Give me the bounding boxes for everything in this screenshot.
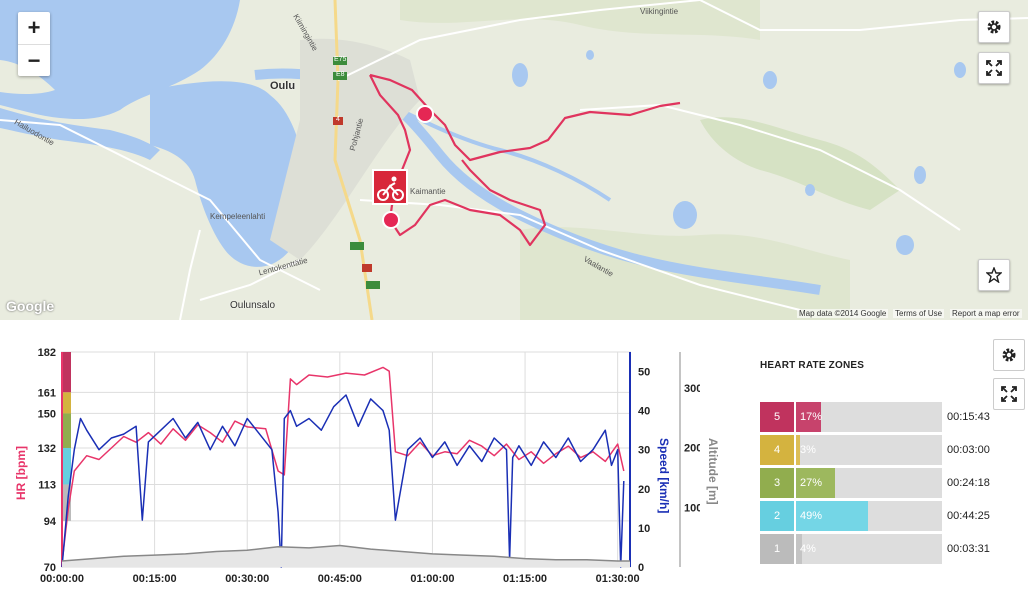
zone-number: 4 bbox=[760, 435, 794, 465]
hr-zone-band bbox=[62, 447, 71, 485]
gear-icon bbox=[987, 20, 1001, 34]
zone-bar-track: 27% bbox=[796, 468, 942, 498]
speed-axis-title: Speed [km/h] bbox=[657, 438, 671, 514]
zone-row: 4 3% 00:03:00 bbox=[760, 435, 1028, 465]
road-shield: E8 bbox=[336, 71, 345, 78]
x-tick-label: 01:15:00 bbox=[503, 573, 547, 585]
zoom-out-button[interactable]: − bbox=[18, 44, 50, 77]
zone-bar-track: 4% bbox=[796, 534, 942, 564]
zone-bar-track: 17% bbox=[796, 402, 942, 432]
speed-tick-label: 10 bbox=[638, 523, 650, 535]
town-label: Oulunsalo bbox=[230, 300, 276, 311]
hr-tick-label: 132 bbox=[38, 443, 56, 455]
speed-tick-label: 0 bbox=[638, 562, 644, 574]
heart-rate-zones-panel: HEART RATE ZONES 5 17% 00:15:43 4 3% 00:03:00… bbox=[760, 360, 1028, 591]
zone-bar-fill bbox=[796, 435, 801, 465]
zone-bar-fill bbox=[796, 468, 836, 498]
zone-percent: 17% bbox=[800, 411, 823, 423]
report-error-link[interactable]: Report a map error bbox=[950, 309, 1022, 318]
chart-settings-button[interactable] bbox=[993, 339, 1025, 371]
hr-zone-band bbox=[62, 392, 71, 414]
bay-label: Kempeleenlahti bbox=[210, 212, 266, 221]
road-label: Kaimantie bbox=[410, 187, 446, 196]
plot-area bbox=[61, 351, 631, 568]
speed-tick-label: 30 bbox=[638, 445, 650, 457]
altitude-axis-title: Altitude [m] bbox=[706, 438, 720, 505]
zone-time: 00:24:18 bbox=[947, 477, 990, 489]
road-shield: 4 bbox=[336, 116, 340, 123]
hr-zone-band bbox=[62, 352, 71, 393]
map-fullscreen-button[interactable] bbox=[978, 52, 1010, 84]
hr-tick-label: 94 bbox=[44, 516, 57, 528]
zone-bar-fill bbox=[796, 402, 821, 432]
road-label: Viikingintie bbox=[640, 7, 679, 16]
route-map[interactable]: Oulu Kempeleenlahti Oulunsalo Viikingint… bbox=[0, 0, 1028, 320]
speed-tick-label: 20 bbox=[638, 484, 650, 496]
fullscreen-icon bbox=[1001, 386, 1017, 402]
zone-time: 00:03:00 bbox=[947, 444, 990, 456]
hr-zone-band bbox=[62, 484, 71, 521]
x-tick-label: 01:00:00 bbox=[410, 573, 454, 585]
zone-time: 00:15:43 bbox=[947, 411, 990, 423]
zoom-in-button[interactable]: + bbox=[27, 15, 41, 40]
zone-percent: 27% bbox=[800, 477, 823, 489]
zone-row: 1 4% 00:03:31 bbox=[760, 534, 1028, 564]
map-data-credit: Map data ©2014 Google bbox=[797, 309, 889, 318]
zone-bar-fill bbox=[796, 534, 802, 564]
speed-series-line bbox=[61, 394, 625, 568]
zone-percent: 4% bbox=[800, 543, 816, 555]
zone-bar-fill bbox=[796, 501, 868, 531]
hr-tick-label: 161 bbox=[38, 387, 56, 399]
altitude-tick-label: 200 bbox=[684, 443, 700, 455]
altitude-area bbox=[62, 545, 630, 567]
zone-percent: 3% bbox=[800, 444, 816, 456]
zone-bar-track: 3% bbox=[796, 435, 942, 465]
chart-svg: 70 94 113 132 150 161 182 00:00:00 00:15:00 00:30… bbox=[38, 347, 703, 585]
zone-row: 5 17% 00:15:43 bbox=[760, 402, 1028, 432]
x-tick-label: 00:45:00 bbox=[318, 573, 362, 585]
hr-tick-label: 150 bbox=[38, 408, 56, 420]
terms-link[interactable]: Terms of Use bbox=[893, 309, 945, 318]
hr-axis-title: HR [bpm] bbox=[14, 446, 28, 500]
zone-row: 2 49% 00:44:25 bbox=[760, 501, 1028, 531]
map-favorite-button[interactable] bbox=[978, 259, 1010, 291]
zone-number: 2 bbox=[760, 501, 794, 531]
google-logo: Google bbox=[6, 298, 55, 314]
zone-time: 00:03:31 bbox=[947, 543, 990, 555]
hr-tick-label: 70 bbox=[44, 562, 56, 574]
zone-percent: 49% bbox=[800, 510, 823, 522]
road-shield: E75 bbox=[334, 56, 347, 63]
zone-number: 5 bbox=[760, 402, 794, 432]
speed-tick-label: 40 bbox=[638, 406, 650, 418]
x-tick-label: 00:30:00 bbox=[225, 573, 269, 585]
chart-fullscreen-button[interactable] bbox=[993, 378, 1025, 410]
zoom-control: + − bbox=[18, 12, 50, 76]
gear-icon bbox=[1002, 348, 1016, 362]
x-tick-label: 00:15:00 bbox=[133, 573, 177, 585]
zones-title: HEART RATE ZONES bbox=[760, 360, 865, 371]
zone-row: 3 27% 00:24:18 bbox=[760, 468, 1028, 498]
zone-number: 1 bbox=[760, 534, 794, 564]
fullscreen-icon bbox=[986, 60, 1002, 76]
map-settings-button[interactable] bbox=[978, 11, 1010, 43]
zone-number: 3 bbox=[760, 468, 794, 498]
map-tiles bbox=[0, 0, 1028, 320]
city-label: Oulu bbox=[270, 80, 296, 92]
altitude-tick-label: 100 bbox=[684, 502, 700, 514]
workout-chart[interactable]: 70 94 113 132 150 161 182 00:00:00 00:15:00 00:30… bbox=[0, 330, 720, 591]
speed-tick-label: 50 bbox=[638, 367, 650, 379]
altitude-tick-label: 300 bbox=[684, 383, 700, 395]
hr-zone-band bbox=[62, 413, 71, 448]
hr-tick-label: 182 bbox=[38, 347, 56, 359]
hr-series-line bbox=[61, 366, 625, 564]
altitude-series-line bbox=[61, 544, 630, 562]
zone-bar-track: 49% bbox=[796, 501, 942, 531]
x-tick-label: 00:00:00 bbox=[40, 573, 84, 585]
x-tick-label: 01:30:00 bbox=[596, 573, 640, 585]
hr-tick-label: 113 bbox=[38, 479, 56, 491]
zone-time: 00:44:25 bbox=[947, 510, 990, 522]
star-icon bbox=[986, 267, 1002, 283]
